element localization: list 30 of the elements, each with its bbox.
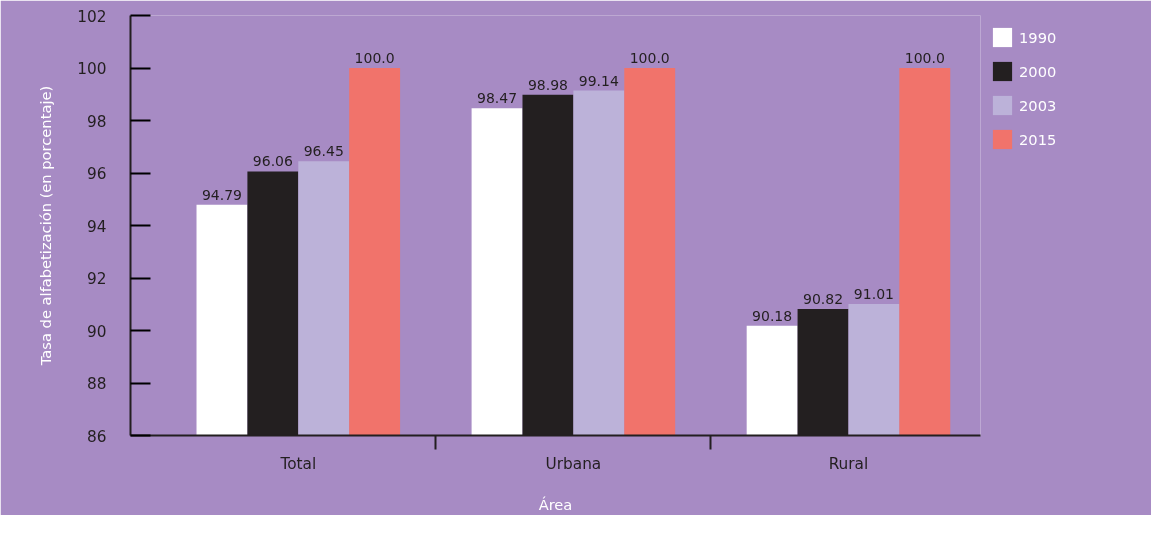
y-tick-label: 94 xyxy=(87,217,107,236)
y-tick-label: 92 xyxy=(87,270,107,288)
x-axis-title: Área xyxy=(538,495,573,513)
data-label: 96.45 xyxy=(303,143,344,160)
data-label: 100.0 xyxy=(904,50,945,66)
data-label: 90.18 xyxy=(752,307,793,324)
legend-label: 2015 xyxy=(1019,130,1057,148)
y-tick-label: 96 xyxy=(87,165,107,183)
y-tick-label: 98 xyxy=(87,112,107,131)
data-label: 100.0 xyxy=(629,50,670,66)
y-tick-label: 90 xyxy=(87,322,107,341)
data-label: 100.0 xyxy=(354,50,395,66)
data-label: 99.14 xyxy=(578,72,619,89)
legend-label: 1990 xyxy=(1019,28,1057,46)
data-label: 98.47 xyxy=(477,90,518,107)
data-label: 91.01 xyxy=(853,285,894,302)
legend-label: 2003 xyxy=(1019,96,1057,114)
x-tick-label: Total xyxy=(279,454,317,473)
y-axis-title: Tasa de alfabetización (en porcentaje) xyxy=(37,85,55,367)
y-tick-label: 102 xyxy=(77,7,107,26)
data-label: 98.98 xyxy=(527,76,568,93)
y-tick-label: 86 xyxy=(87,427,107,446)
x-tick-label: Urbana xyxy=(545,454,602,473)
y-tick-label: 100 xyxy=(77,60,107,78)
legend-label: 2000 xyxy=(1019,62,1057,80)
y-tick-label: 88 xyxy=(87,375,107,393)
data-label: 90.82 xyxy=(802,290,844,307)
data-label: 96.06 xyxy=(252,153,293,170)
data-label: 94.79 xyxy=(201,186,243,203)
x-tick-label: Rural xyxy=(828,454,869,473)
